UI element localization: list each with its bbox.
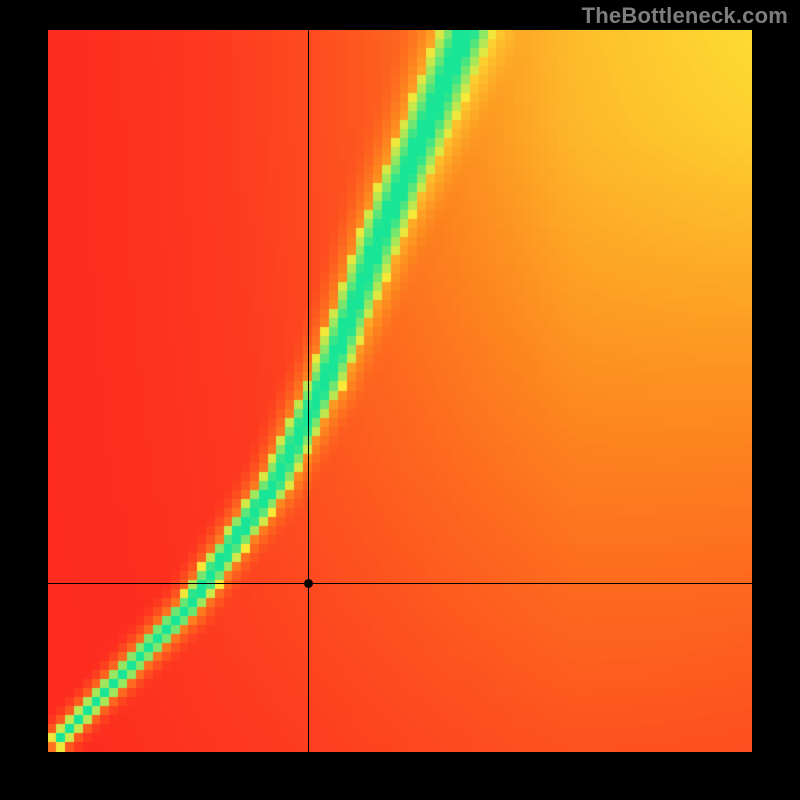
heatmap-plot <box>48 30 752 752</box>
crosshair-horizontal-line <box>48 583 752 584</box>
crosshair-vertical-line <box>308 30 309 752</box>
watermark-text: TheBottleneck.com <box>582 3 788 29</box>
crosshair-dot <box>304 579 313 588</box>
heatmap-canvas <box>48 30 752 752</box>
